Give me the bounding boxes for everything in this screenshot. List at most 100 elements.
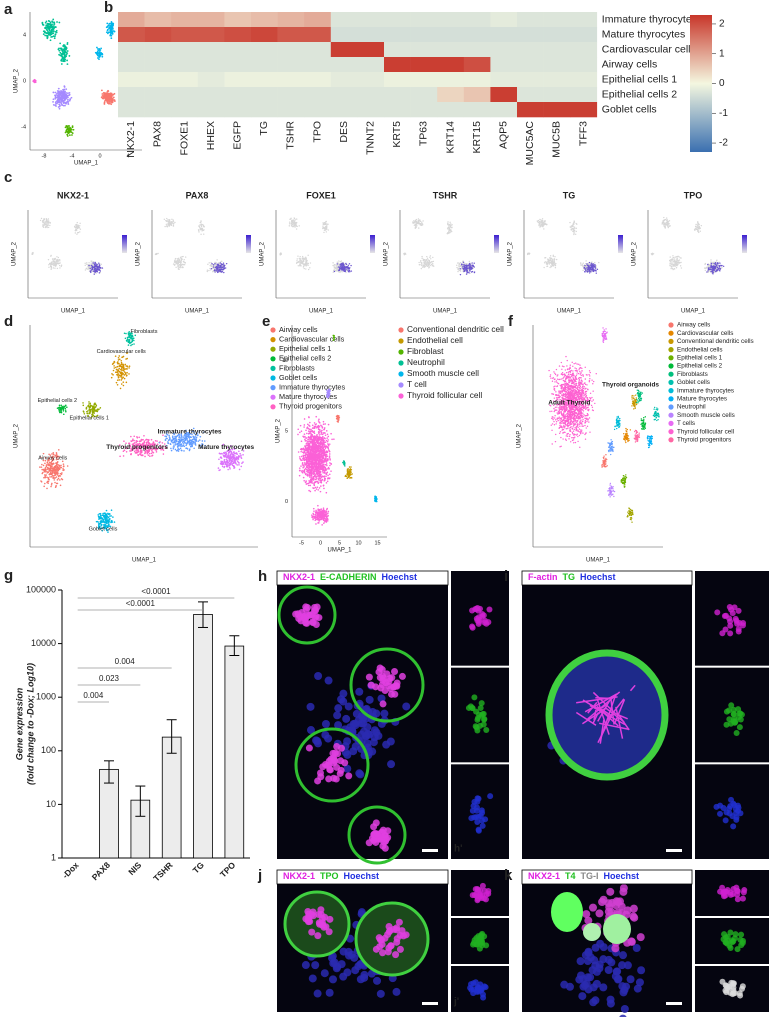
cell-dot [118,377,120,379]
cell-dot [306,260,307,261]
cell-dot [61,58,63,60]
cell-dot [175,444,177,446]
cell-dot [449,222,450,223]
colorbar-tick-label: -1 [719,108,728,119]
heatmap-cell [145,102,172,117]
cell-dot [58,95,60,97]
cell-dot [55,265,56,266]
cell-dot [67,465,69,467]
cell-dot [65,92,67,94]
y-axis-label: UMAP_2 [508,241,514,266]
cell-dot [110,31,112,33]
cell-dot [175,262,176,263]
cell-dot [239,469,241,471]
cell-dot [47,23,49,25]
cell-dot [310,262,311,263]
cell-dot [132,336,134,338]
cell-dot [53,463,55,465]
cell-dot [44,219,45,220]
cell-dot [670,259,671,260]
cell-dot [122,376,124,378]
cell-dot [677,261,678,262]
cell-dot [58,47,60,49]
cell-dot [184,264,185,265]
cell-dot [335,270,336,271]
cell-dot [186,435,188,437]
cell-dot [419,222,420,223]
cell-dot [293,217,294,218]
cell-dot [234,460,236,462]
cell-dot [119,371,121,373]
cell-dot [719,262,720,263]
cell-dot [584,271,585,272]
cell-dot [539,223,540,224]
cell-dot [64,105,66,107]
cell-dot [102,514,104,516]
cell-dot [59,405,61,407]
cell-dot [556,259,557,260]
cell-dot [48,23,50,25]
cell-dot [44,27,46,29]
cell-dot [59,412,61,414]
cell-dot [570,226,571,227]
cell-dot [663,217,664,218]
x-axis-label: UMAP_1 [309,309,334,315]
cell-dot [95,266,96,267]
cell-dot [67,100,69,102]
cell-dot [193,437,195,439]
cell-dot [712,266,713,267]
cell-dot [289,221,290,222]
y-axis-label: UMAP_2 [12,241,18,266]
cell-dot [125,368,127,370]
cell-dot [218,458,220,460]
cell-dot [53,104,55,106]
cell-dot [51,266,52,267]
cell-dot [92,266,93,267]
colorbar-tick-label: 1 [719,48,725,59]
heatmap-cell [251,72,278,87]
cell-dot [583,262,584,263]
cell-dot [46,482,48,484]
cell-dot [461,263,462,264]
cell-dot [49,473,51,475]
row-label: Airway cells [602,58,657,70]
cell-dot [91,269,92,270]
heatmap-cell [198,27,225,42]
cell-dot [166,218,167,219]
cell-dot [294,225,295,226]
cell-dot [678,262,679,263]
cell-dot [166,225,167,226]
cell-dot [669,220,670,221]
cell-dot [214,271,215,272]
cell-dot [417,223,418,224]
heatmap-cell [490,42,517,57]
cell-dot [164,226,165,227]
cell-dot [99,270,100,271]
cell-dot [668,227,669,228]
cell-dot [704,264,705,265]
cell-dot [115,355,117,357]
cell-dot [227,462,229,464]
cell-dot [294,223,295,224]
cell-dot [51,483,53,485]
heatmap-cell [304,72,331,87]
cell-dot [114,100,116,102]
cell-dot [66,54,68,56]
cell-dot [228,465,230,467]
cell-dot [309,267,310,268]
cell-dot [421,258,422,259]
cell-dot [56,93,58,95]
cell-dot [182,445,184,447]
cell-dot [543,267,544,268]
cell-dot [56,470,58,472]
cell-dot [95,270,96,271]
cell-dot [165,439,167,441]
cell-dot [93,408,95,410]
cell-dot [341,271,342,272]
cell-dot [51,473,53,475]
cell-dot [466,272,467,273]
cell-dot [306,264,307,265]
cell-dot [44,31,46,33]
cell-dot [710,259,711,260]
cell-dot [66,60,68,62]
